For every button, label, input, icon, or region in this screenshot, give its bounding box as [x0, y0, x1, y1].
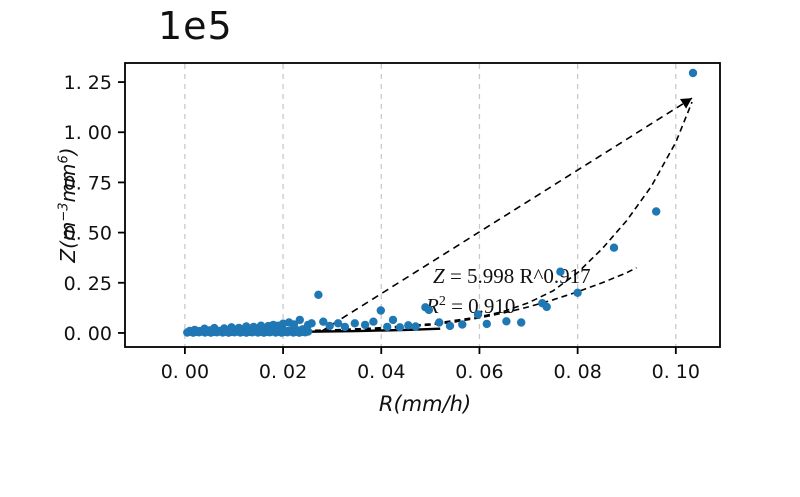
- scatter-point: [556, 267, 565, 276]
- scatter-point: [473, 310, 483, 319]
- scatter-points: [183, 68, 698, 337]
- scatter-point: [369, 317, 378, 326]
- scatter-point: [256, 321, 266, 330]
- arrow-head-icon: [680, 98, 692, 109]
- annotation-arrow: [320, 97, 693, 333]
- y-tick-label: 0. 75: [64, 172, 112, 194]
- tick-labels: 0. 00 0. 02 0. 04 0. 06 0. 08 0. 10 0. 00 0. 25…: [64, 72, 700, 383]
- arrow-shaft: [320, 97, 693, 333]
- scatter-point: [333, 319, 343, 328]
- y-tick-label: 1. 25: [64, 72, 112, 94]
- scatter-point: [200, 324, 209, 333]
- scatter-point: [458, 320, 467, 329]
- scatter-point: [325, 321, 334, 331]
- scatter-point: [383, 322, 392, 332]
- scatter-point: [502, 317, 511, 326]
- scatter-point: [376, 306, 385, 315]
- scatter-point: [295, 315, 304, 325]
- scatter-point: [688, 68, 698, 78]
- scatter-point: [542, 302, 551, 312]
- x-tick-label: 0. 06: [455, 361, 503, 383]
- plot-border: [124, 62, 721, 348]
- scatter-point: [234, 323, 244, 333]
- scatter-point: [210, 323, 219, 333]
- scatter-point: [411, 322, 420, 331]
- scatter-point: [395, 323, 405, 332]
- x-tick-label: 0. 08: [553, 361, 601, 383]
- scatter-point: [404, 321, 413, 330]
- scatter-point: [517, 318, 526, 327]
- scatter-point: [435, 318, 444, 327]
- scatter-point: [307, 319, 316, 328]
- x-tick-label: 0. 04: [357, 361, 405, 383]
- x-tick-label: 0. 10: [652, 361, 700, 383]
- gridlines: [184, 64, 677, 346]
- x-axis-label: R(mm/h): [378, 392, 472, 416]
- scatter-point: [609, 243, 619, 252]
- scatter-point: [350, 319, 359, 328]
- scatter-point: [289, 320, 299, 329]
- scatter-point: [573, 288, 582, 297]
- scatter-point: [227, 323, 236, 332]
- scatter-point: [424, 305, 434, 315]
- scatter-point: [482, 319, 491, 329]
- y-axis-offset-label: 1e5: [158, 4, 233, 48]
- y-tick-label: 0. 50: [64, 223, 112, 245]
- y-tick-label: 1. 00: [64, 122, 112, 144]
- scatter-point: [249, 322, 258, 332]
- scatter-point: [360, 320, 370, 330]
- y-tick-label: 0. 25: [64, 273, 112, 295]
- axes-frame: [118, 62, 721, 354]
- scatter-point: [652, 207, 661, 216]
- scatter-point: [319, 317, 328, 326]
- scatter-point: [445, 321, 455, 331]
- fit-equation-annotation: Z = 5.998 R^0.917: [433, 264, 591, 288]
- scatter-point: [340, 322, 350, 332]
- r-squared-annotation: R2 = 0.910: [425, 294, 515, 318]
- y-tick-label: 0. 00: [64, 323, 112, 345]
- scatter-point: [220, 324, 229, 333]
- scatter-point: [242, 322, 251, 331]
- scatter-point: [388, 315, 398, 325]
- x-tick-label: 0. 00: [161, 361, 209, 383]
- x-tick-label: 0. 02: [259, 361, 307, 383]
- scatter-point: [314, 290, 323, 299]
